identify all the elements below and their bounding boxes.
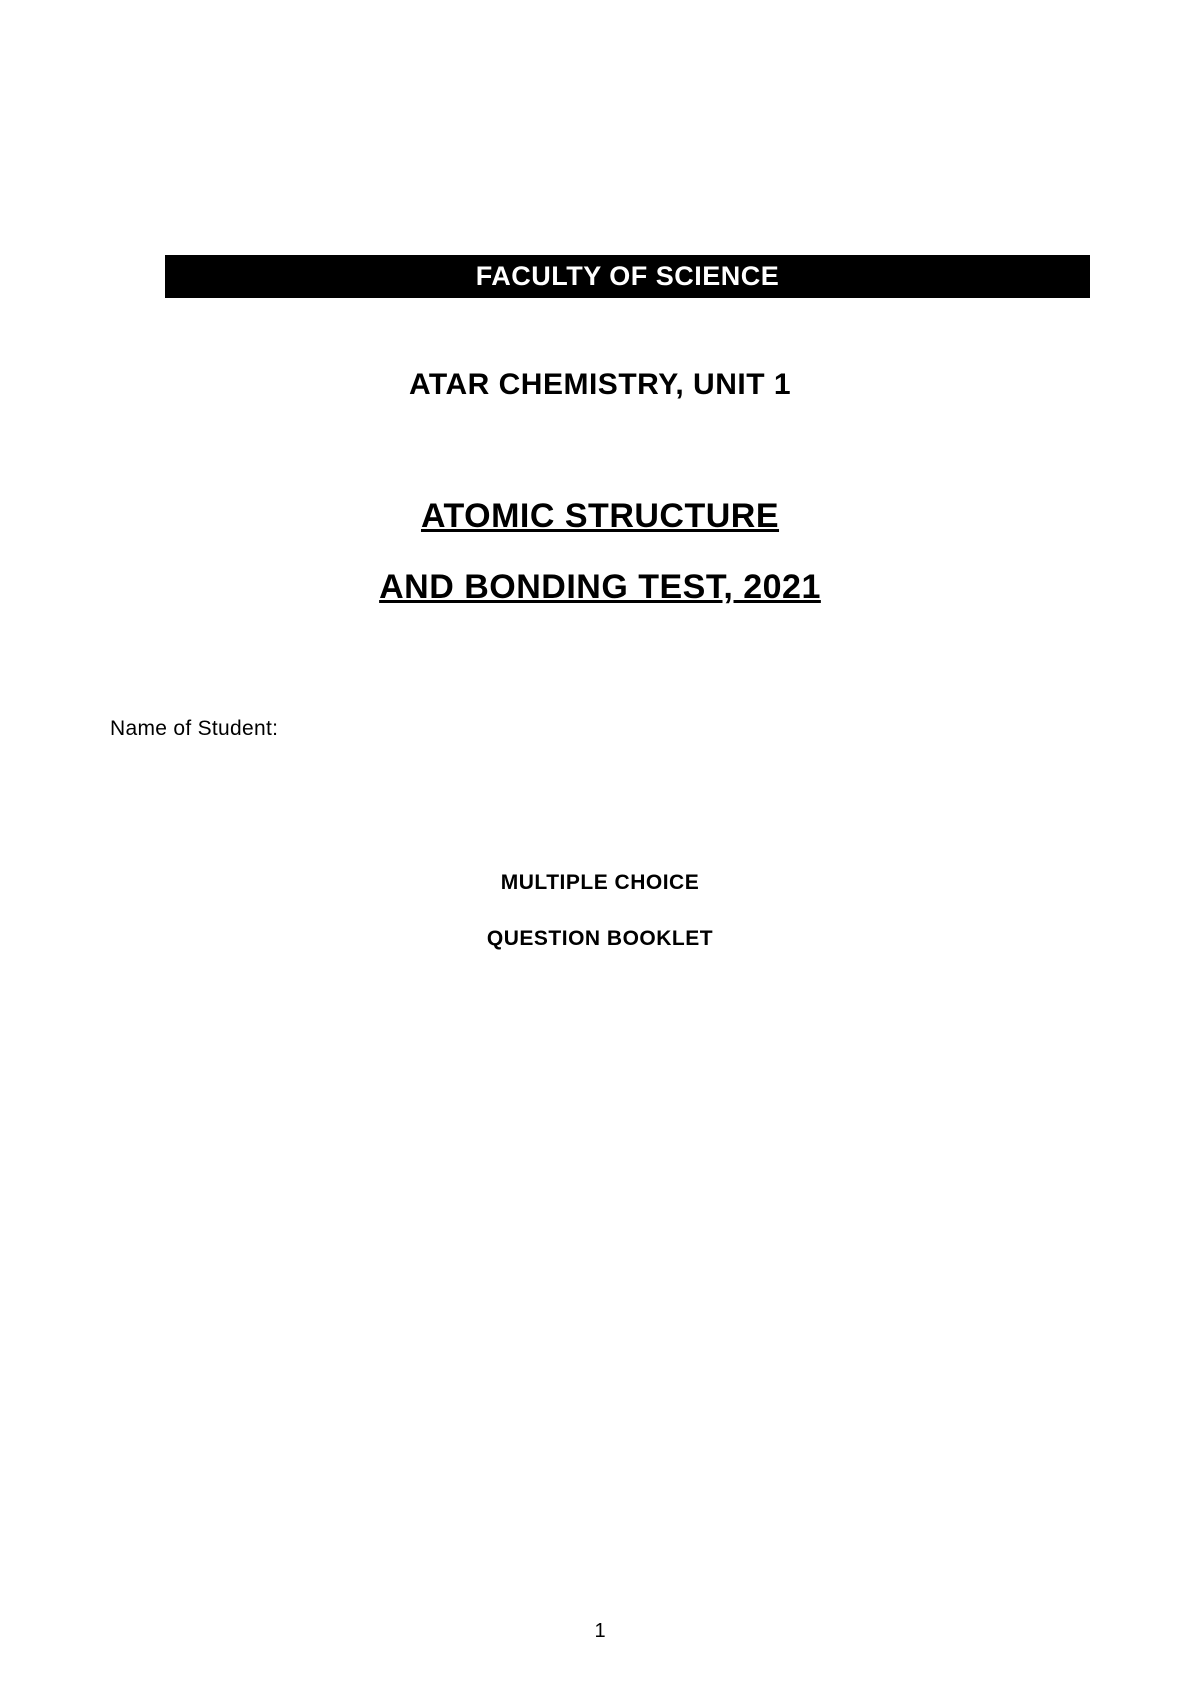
course-subtitle: ATAR CHEMISTRY, UNIT 1 xyxy=(110,368,1090,402)
booklet-line1: MULTIPLE CHOICE xyxy=(110,871,1090,895)
main-title-block: ATOMIC STRUCTURE AND BONDING TEST, 2021 xyxy=(110,497,1090,607)
page-number: 1 xyxy=(0,1620,1200,1643)
booklet-line2: QUESTION BOOKLET xyxy=(110,927,1090,951)
student-name-field[interactable]: Name of Student: xyxy=(110,717,1090,741)
main-title-line1: ATOMIC STRUCTURE xyxy=(421,497,779,536)
page-container: FACULTY OF SCIENCE ATAR CHEMISTRY, UNIT … xyxy=(0,0,1200,951)
faculty-banner: FACULTY OF SCIENCE xyxy=(165,255,1090,298)
main-title-line2: AND BONDING TEST, 2021 xyxy=(379,568,821,607)
booklet-section: MULTIPLE CHOICE QUESTION BOOKLET xyxy=(110,871,1090,951)
